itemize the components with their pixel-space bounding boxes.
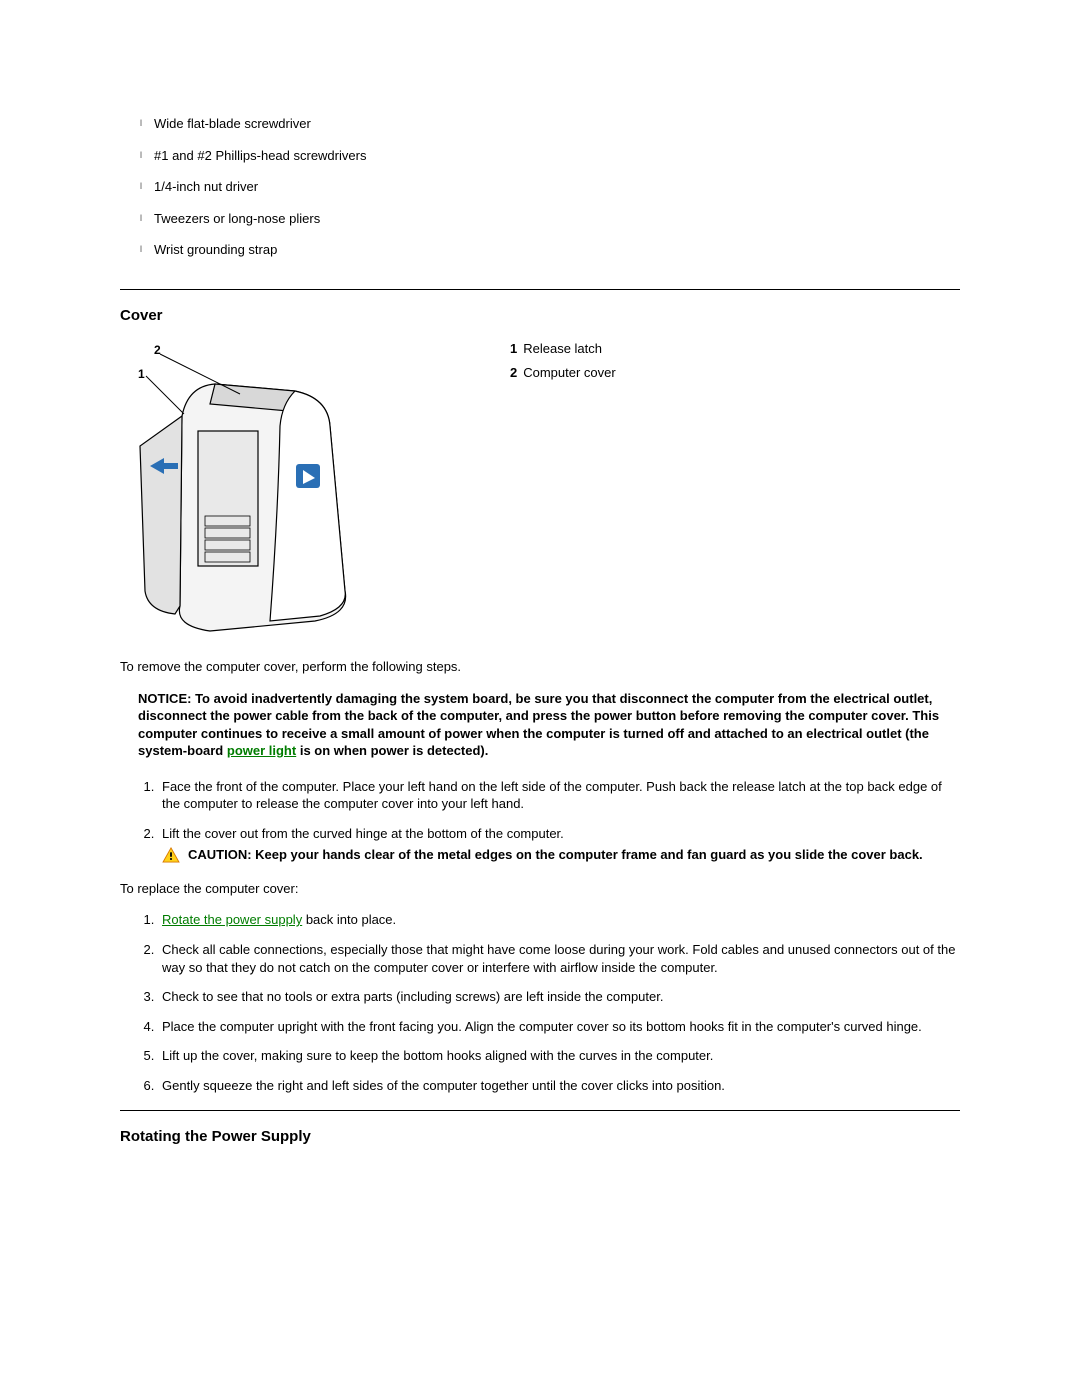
cover-heading: Cover bbox=[120, 306, 960, 326]
document-page: Wide flat-blade screwdriver #1 and #2 Ph… bbox=[0, 0, 1080, 1397]
list-item: 1/4-inch nut driver bbox=[140, 178, 960, 196]
step-rest: back into place. bbox=[302, 912, 396, 927]
rotate-power-supply-link[interactable]: Rotate the power supply bbox=[162, 912, 302, 927]
list-item: Wrist grounding strap bbox=[140, 241, 960, 259]
tools-list: Wide flat-blade screwdriver #1 and #2 Ph… bbox=[120, 115, 960, 259]
callout-num: 1 bbox=[510, 341, 517, 356]
figure-label-2: 2 bbox=[154, 343, 161, 357]
list-item: #1 and #2 Phillips-head screwdrivers bbox=[140, 147, 960, 165]
step-text: Lift the cover out from the curved hinge… bbox=[162, 826, 564, 841]
power-light-link[interactable]: power light bbox=[227, 743, 296, 758]
list-item: Lift the cover out from the curved hinge… bbox=[158, 825, 960, 864]
replace-steps: Rotate the power supply back into place.… bbox=[120, 911, 960, 1094]
warning-icon bbox=[162, 847, 180, 863]
notice-prefix: NOTICE: bbox=[138, 691, 191, 706]
list-item: Check to see that no tools or extra part… bbox=[158, 988, 960, 1006]
list-item: Check all cable connections, especially … bbox=[158, 941, 960, 976]
rotating-heading: Rotating the Power Supply bbox=[120, 1127, 960, 1147]
list-item: Face the front of the computer. Place yo… bbox=[158, 778, 960, 813]
callout-label: Computer cover bbox=[523, 365, 615, 380]
divider bbox=[120, 289, 960, 290]
divider bbox=[120, 1110, 960, 1111]
notice-paragraph: NOTICE: To avoid inadvertently damaging … bbox=[120, 690, 960, 760]
notice-text-2: is on when power is detected). bbox=[296, 743, 488, 758]
list-item: Place the computer upright with the fron… bbox=[158, 1018, 960, 1036]
callout-row: 2 Computer cover bbox=[510, 364, 616, 382]
list-item: Lift up the cover, making sure to keep t… bbox=[158, 1047, 960, 1065]
figure-callouts: 1 Release latch 2 Computer cover bbox=[510, 340, 616, 387]
figure-row: 1 2 1 Release latch 2 Computer cover bbox=[120, 336, 960, 636]
callout-row: 1 Release latch bbox=[510, 340, 616, 358]
callout-label: Release latch bbox=[523, 341, 602, 356]
caution-text: CAUTION: Keep your hands clear of the me… bbox=[188, 846, 923, 864]
remove-steps: Face the front of the computer. Place yo… bbox=[120, 778, 960, 864]
cover-intro: To remove the computer cover, perform th… bbox=[120, 658, 960, 676]
list-item: Wide flat-blade screwdriver bbox=[140, 115, 960, 133]
list-item: Tweezers or long-nose pliers bbox=[140, 210, 960, 228]
caution-line: CAUTION: Keep your hands clear of the me… bbox=[162, 846, 960, 864]
figure-label-1: 1 bbox=[138, 367, 145, 381]
cover-figure: 1 2 bbox=[120, 336, 380, 636]
list-item: Gently squeeze the right and left sides … bbox=[158, 1077, 960, 1095]
callout-num: 2 bbox=[510, 365, 517, 380]
replace-intro: To replace the computer cover: bbox=[120, 880, 960, 898]
list-item: Rotate the power supply back into place. bbox=[158, 911, 960, 929]
